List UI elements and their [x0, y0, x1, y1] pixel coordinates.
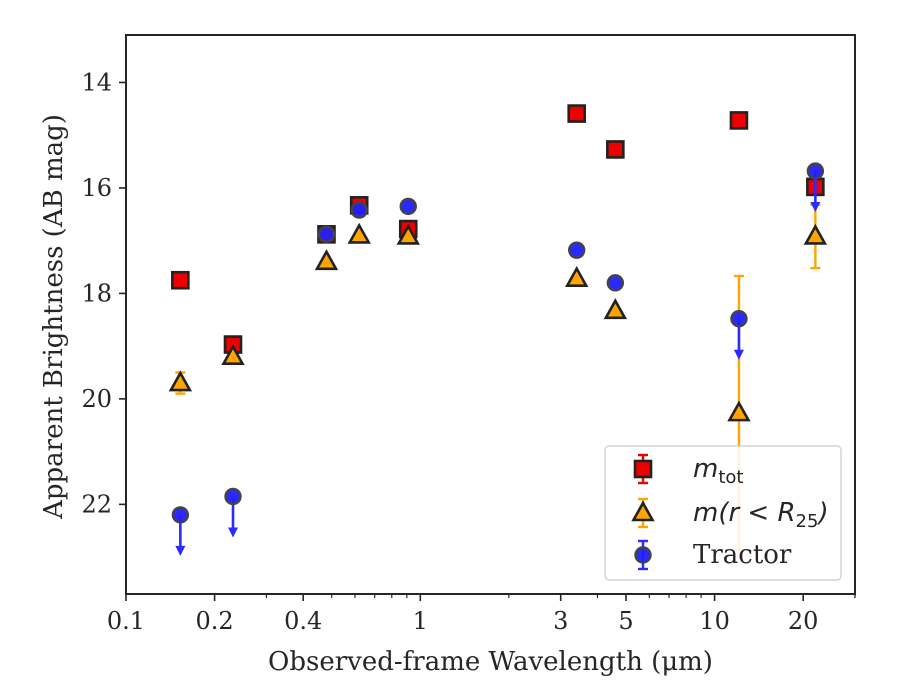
legend-entry-tractor: Tractor: [634, 539, 792, 571]
x-tick-label: 0.2: [196, 607, 234, 635]
x-tick-label: 20: [788, 607, 819, 635]
y-tick-label: 22: [81, 490, 112, 518]
y-axis-title: Apparent Brightness (AB mag): [39, 114, 69, 520]
data-marks: [168, 104, 828, 556]
data-point-mr25: [347, 222, 371, 244]
data-point-mtot: [606, 140, 625, 159]
upper-limit-arrow-head: [733, 349, 744, 360]
legend-label-tail: ): [816, 498, 828, 528]
data-point-mr25: [396, 223, 420, 245]
legend-label-base: m(r < R: [693, 498, 796, 528]
data-point-tractor: [730, 310, 748, 328]
data-point-mtot: [729, 111, 749, 130]
data-point-mtot: [567, 104, 587, 123]
data-point-tractor: [171, 506, 190, 524]
legend-label: mtot: [693, 454, 743, 488]
y-tick-label: 14: [81, 68, 112, 96]
data-point-mr25: [168, 370, 193, 392]
data-point-tractor: [568, 241, 586, 259]
x-tick-label: 0.4: [284, 607, 322, 635]
legend-label-sub: tot: [718, 467, 743, 488]
legend: mtot m(r < R25) Tractor: [604, 445, 842, 581]
x-axis-title: Observed-frame Wavelength (μm): [268, 647, 713, 677]
x-tick-label: 3: [553, 607, 568, 635]
data-point-mr25: [603, 298, 628, 320]
data-point-tractor: [224, 487, 242, 506]
data-point-tractor: [317, 225, 336, 244]
legend-entry-mtot: mtot: [633, 453, 743, 488]
legend-marker: [631, 500, 655, 522]
legend-label: m(r < R25): [693, 498, 829, 532]
upper-limit-arrow-head: [810, 202, 821, 213]
y-tick-label: 16: [81, 174, 112, 202]
data-point-tractor: [806, 162, 825, 180]
x-tick-label: 10: [699, 607, 730, 635]
legend-entry-mr25: m(r < R25): [631, 497, 829, 532]
x-tick-label: 5: [618, 607, 633, 635]
data-point-mr25: [564, 265, 589, 287]
x-tick-label: 1: [413, 607, 428, 635]
data-point-tractor: [399, 197, 417, 216]
legend-label-base: m: [693, 454, 718, 484]
axes: 0.1 0.2 0.4 1 3 5 10 20 14 16 18 20 22: [81, 68, 856, 635]
legend-label: Tractor: [693, 540, 792, 570]
legend-marker: [634, 546, 652, 564]
series-mtot: [171, 104, 825, 354]
data-point-mr25: [314, 249, 339, 271]
series-tractor: [171, 162, 825, 556]
upper-limit-arrow-head: [228, 527, 239, 538]
legend-label-sub: 25: [796, 511, 819, 532]
upper-limit-arrow-head: [175, 545, 186, 556]
data-point-mr25: [727, 400, 751, 422]
data-point-mtot: [171, 270, 190, 290]
y-tick-label: 18: [81, 279, 112, 307]
data-point-mr25: [803, 223, 828, 245]
plot-frame: [125, 34, 856, 595]
x-tick-label: 0.1: [107, 607, 145, 635]
data-point-tractor: [350, 201, 368, 219]
y-tick-label: 20: [81, 385, 112, 413]
legend-box: [604, 445, 842, 581]
legend-marker: [633, 459, 653, 479]
data-point-mr25: [221, 344, 245, 365]
data-point-tractor: [606, 274, 625, 292]
